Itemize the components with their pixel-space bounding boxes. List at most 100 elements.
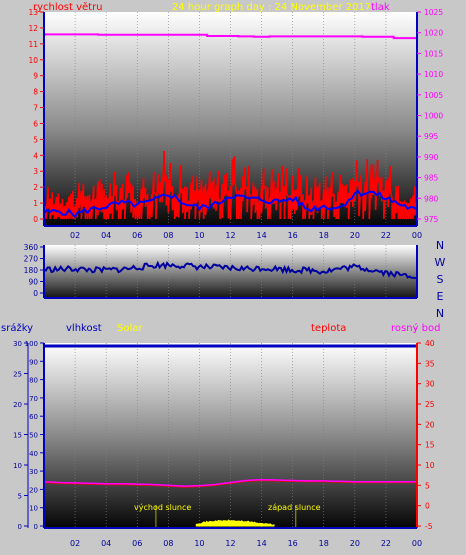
temperature-x-tick-label: 04	[101, 539, 111, 548]
humidity-tick-label: 0	[34, 523, 38, 531]
wind-x-tick-label: 02	[70, 231, 80, 240]
wind-x-tick-label: 04	[101, 231, 111, 240]
rain-tick-label: 25	[13, 371, 22, 379]
pressure-tick-label: 980	[424, 194, 439, 203]
pressure-line	[44, 33, 417, 40]
dew-point-axis-title: rosný bod	[391, 322, 440, 334]
direction-tick-label: 0	[33, 289, 38, 298]
wind-x-tick-label: 14	[256, 231, 266, 240]
humidity-tick-label: 90	[29, 358, 38, 366]
direction-tick-label: 90	[28, 278, 38, 287]
compass-label: E	[437, 290, 444, 303]
pressure-tick-label: 1020	[424, 29, 443, 38]
direction-degree-ticks: 0 90 180 270 360	[24, 243, 44, 298]
temperature-tick-label: 10	[425, 461, 435, 470]
temperature-x-tick-label: 08	[163, 539, 173, 548]
rain-axis-title: srážky	[1, 322, 33, 334]
temperature-x-tick-label: 22	[381, 539, 391, 548]
graph-title: 24 hour graph day : 24 November 2017	[172, 2, 371, 13]
pressure-tick-label: 990	[424, 153, 439, 162]
humidity-tick-label: 50	[29, 432, 38, 440]
sunrise-label: východ slunce	[134, 503, 191, 512]
wind-tick-label: 1	[33, 199, 38, 208]
compass-label: N	[436, 239, 444, 252]
temperature-panel: východ slunce západ slunce 0102030405060…	[13, 339, 435, 548]
wind-x-tick-label: 16	[288, 231, 298, 240]
dew-point-line	[43, 478, 417, 487]
pressure-tick-label: 975	[424, 215, 439, 224]
wind-gust-series	[43, 150, 418, 220]
wind-tick-label: 2	[33, 183, 38, 192]
temperature-x-tick-label: 20	[350, 539, 360, 548]
wind-tick-label: 0	[33, 215, 38, 224]
humidity-tick-label: 40	[29, 450, 38, 458]
humidity-tick-label: 80	[29, 377, 38, 385]
temperature-x-ticks: 02 04 06 08 10 12 14 16 18 20 22 00	[70, 539, 422, 548]
solar-axis-title: Solar	[117, 323, 143, 334]
wind-x-tick-label: 06	[132, 231, 142, 240]
wind-tick-label: 8	[33, 88, 38, 97]
temperature-x-tick-label: 10	[194, 539, 204, 548]
wind-tick-label: 5	[33, 135, 38, 144]
wind-x-tick-label: 20	[350, 231, 360, 240]
humidity-tick-label: 60	[29, 413, 38, 421]
humidity-tick-label: 10	[29, 505, 38, 513]
rain-tick-label: 30	[13, 340, 22, 348]
temperature-x-tick-label: 06	[132, 539, 142, 548]
compass-label: W	[435, 256, 446, 269]
wind-tick-label: 12	[28, 24, 38, 33]
temperature-x-tick-label: 14	[256, 539, 266, 548]
compass-label: S	[437, 273, 444, 286]
temperature-x-tick-label: 12	[225, 539, 235, 548]
rain-tick-label: 10	[13, 462, 22, 470]
sunset-label: západ slunce	[268, 503, 321, 512]
pressure-tick-label: 1005	[424, 91, 443, 100]
temperature-x-tick-label: 16	[288, 539, 298, 548]
wind-tick-label: 11	[28, 40, 38, 49]
wind-tick-label: 10	[28, 56, 38, 65]
wind-average-line	[43, 189, 418, 219]
wind-x-tick-label: 12	[225, 231, 235, 240]
pressure-tick-label: 985	[424, 174, 439, 183]
direction-tick-label: 270	[24, 255, 39, 264]
compass-label: N	[436, 307, 444, 320]
pressure-right-ticks: 975 980 985 990 995 1000 1005 1010 1015 1020 1025	[417, 8, 443, 224]
temperature-tick-label: -5	[425, 522, 433, 531]
wind-tick-label: 7	[33, 104, 38, 113]
temperature-x-tick-label: 18	[319, 539, 329, 548]
temperature-tick-label: 30	[425, 380, 435, 389]
wind-x-tick-label: 10	[194, 231, 204, 240]
temperature-x-tick-label: 02	[70, 539, 80, 548]
temperature-ticks: -5 0 5 10 15 20 25 30 35 40	[417, 339, 435, 531]
solar-area	[195, 519, 275, 527]
humidity-tick-label: 70	[29, 395, 38, 403]
wind-x-ticks: 02 04 06 08 10 12 14 16 18 20 22 00	[70, 231, 422, 240]
humidity-tick-label: 30	[29, 468, 38, 476]
wind-tick-label: 4	[33, 151, 38, 160]
temperature-tick-label: 15	[425, 441, 435, 450]
humidity-tick-label: 20	[29, 486, 38, 494]
wind-gust-line	[43, 150, 418, 220]
temperature-axis-title: teplota	[311, 323, 346, 334]
direction-tick-label: 360	[24, 243, 39, 252]
humidity-ticks: 0 10 20 30 40 50 60 70 80 90 100	[25, 340, 44, 531]
pressure-tick-label: 1000	[424, 112, 443, 121]
wind-tick-label: 6	[33, 119, 38, 128]
humidity-axis-title: vlhkost	[66, 323, 102, 334]
pressure-tick-label: 1010	[424, 70, 443, 79]
temperature-tick-label: 5	[425, 481, 430, 490]
wind-tick-label: 3	[33, 167, 38, 176]
temperature-tick-label: 25	[425, 400, 435, 409]
pressure-tick-label: 995	[424, 132, 439, 141]
temperature-x-tick-label: 00	[412, 539, 422, 548]
rain-ticks: 0 5 10 15 20 25 30	[13, 340, 28, 531]
wind-tick-label: 13	[28, 8, 38, 17]
wind-x-tick-label: 08	[163, 231, 173, 240]
pressure-axis-title: tlak	[371, 2, 390, 13]
wind-direction-line	[43, 260, 418, 280]
